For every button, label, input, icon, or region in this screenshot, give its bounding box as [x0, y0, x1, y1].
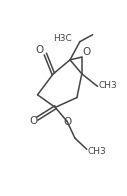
Text: H3C: H3C — [53, 34, 72, 43]
Text: CH3: CH3 — [98, 81, 117, 90]
Text: O: O — [82, 47, 90, 57]
Text: O: O — [63, 117, 72, 127]
Text: O: O — [29, 116, 37, 126]
Text: CH3: CH3 — [88, 147, 106, 156]
Text: O: O — [35, 45, 43, 55]
